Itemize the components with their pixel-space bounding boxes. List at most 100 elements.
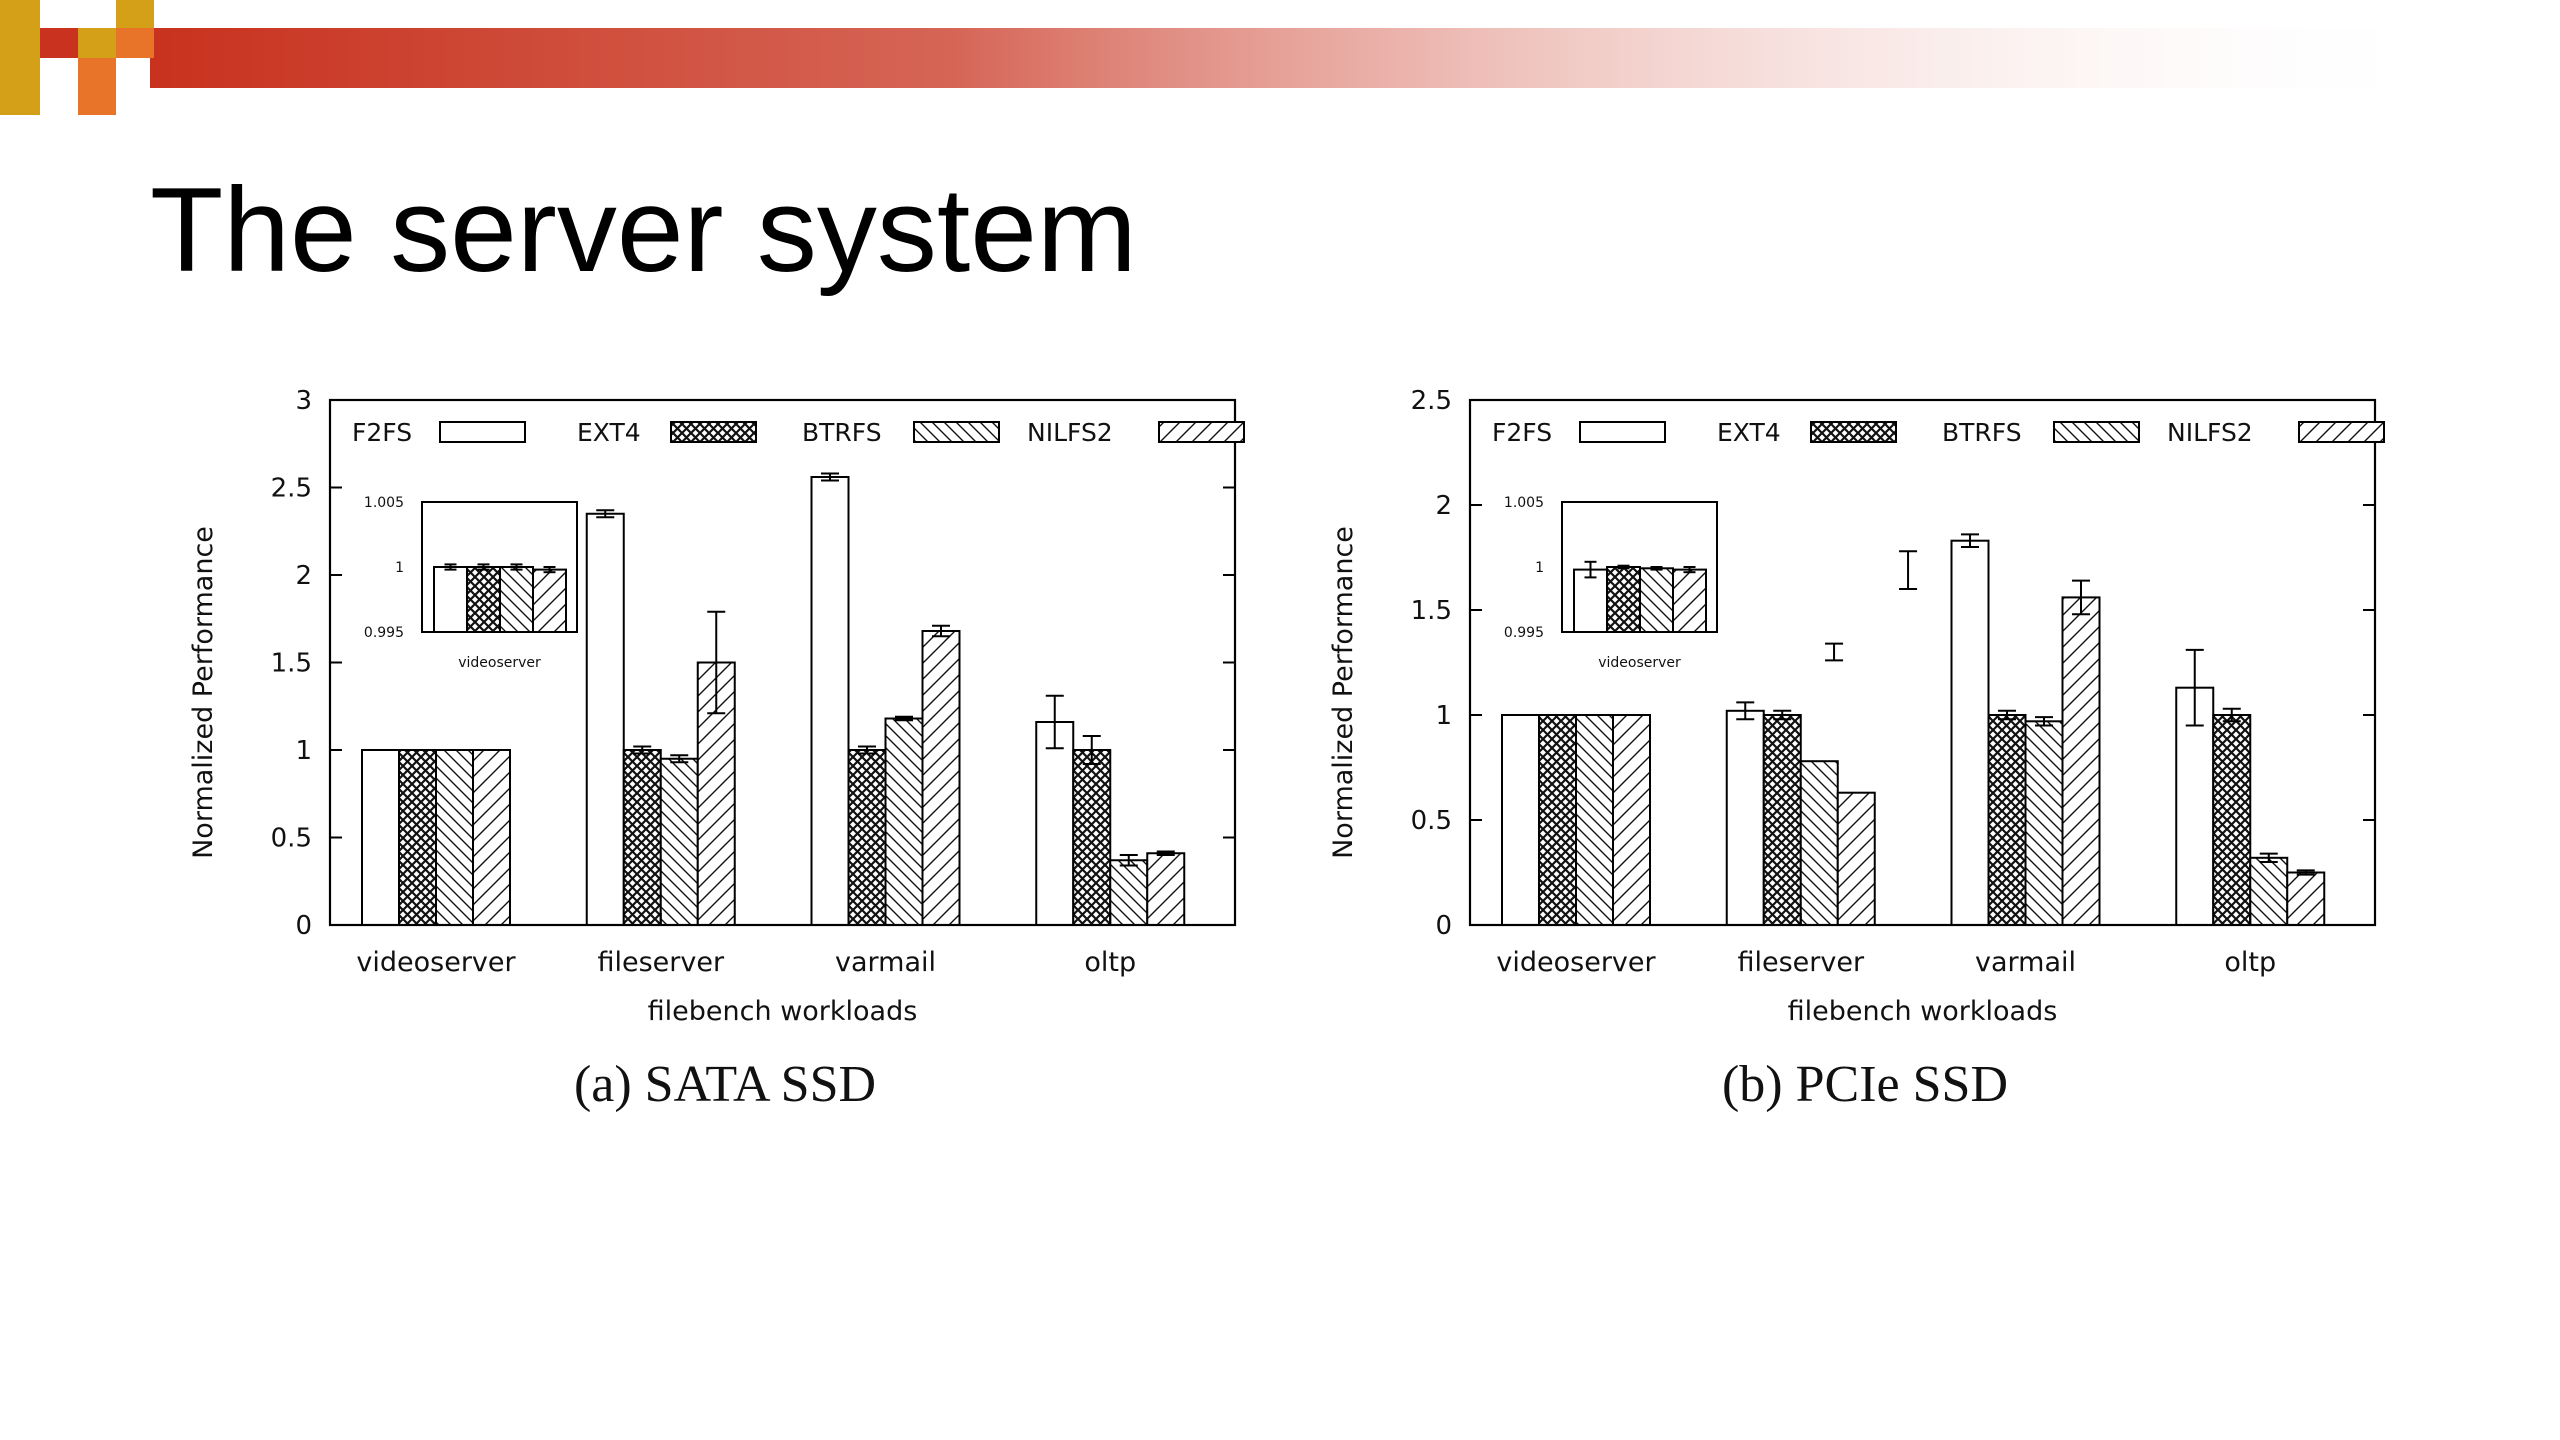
chart-panel-pcie: 0 0.5 1 1.5 2 2.5 Normalized Performance videos… — [1300, 370, 2430, 1140]
bar-ext4 — [1762, 714, 1802, 926]
inset-tick-label: 0.995 — [364, 625, 404, 641]
inset-bar — [1639, 567, 1674, 634]
bar-f2fs — [2175, 686, 2215, 927]
bar-nilfs2 — [1836, 791, 1876, 927]
bar-ext4 — [1987, 714, 2027, 926]
checker-square — [116, 28, 154, 58]
inset-bar — [499, 566, 534, 633]
slide-title: The server system — [150, 163, 1137, 297]
y-tick-label: 0.5 — [1411, 806, 1452, 836]
chart-pcie-ssd: 0 0.5 1 1.5 2 2.5 Normalized Performance videos… — [1328, 386, 2385, 1027]
bar-nilfs2 — [2286, 871, 2326, 926]
bar-nilfs2 — [2061, 596, 2101, 926]
legend-label: F2FS — [1492, 418, 1552, 447]
bar-f2fs — [585, 512, 625, 926]
inset-tick-label: 1.005 — [1504, 495, 1544, 511]
plot-frame — [1468, 398, 2377, 927]
bar-f2fs — [1501, 714, 1540, 926]
bar-nilfs2 — [921, 630, 961, 926]
bar-f2fs — [810, 476, 850, 926]
legend-label: F2FS — [352, 418, 412, 447]
legend-swatch — [2053, 421, 2140, 443]
inset-bar — [433, 566, 468, 633]
y-tick-label: 0 — [295, 911, 312, 941]
legend-label: EXT4 — [1717, 418, 1781, 447]
bar-f2fs — [1950, 539, 1990, 926]
inset-x-label: videoserver — [1598, 655, 1681, 671]
x-tick-label: oltp — [1084, 947, 1136, 978]
y-tick-label: 1.5 — [1411, 596, 1452, 626]
legend-swatch — [1810, 421, 1897, 443]
bar-nilfs2 — [472, 749, 511, 926]
x-axis-label: filebench workloads — [1788, 996, 2058, 1027]
bar-btrfs — [884, 717, 924, 926]
bar-ext4 — [2212, 714, 2252, 926]
bar-f2fs — [361, 749, 400, 926]
chart-sata-ssd: 0 0.5 1 1.5 2 2.5 3 Normalized Performance video… — [188, 386, 1245, 1027]
y-tick-label: 0.5 — [271, 824, 312, 854]
legend-label: EXT4 — [577, 418, 641, 447]
x-tick-label: fileserver — [597, 947, 724, 978]
inset-tick-label: 1 — [1535, 560, 1544, 576]
inset-bar — [1606, 566, 1641, 633]
checker-square — [78, 88, 116, 115]
bar-btrfs — [659, 757, 699, 926]
bar-btrfs — [1575, 714, 1614, 926]
checker-square — [78, 28, 116, 58]
x-tick-label: varmail — [835, 947, 936, 978]
plot-frame — [328, 398, 1237, 927]
chart-panel-sata: 0 0.5 1 1.5 2 2.5 3 Normalized Performance video… — [160, 370, 1290, 1140]
checker-square — [0, 0, 40, 115]
x-tick-label: fileserver — [1737, 947, 1864, 978]
y-axis-label: Normalized Performance — [188, 526, 219, 859]
inset-bar — [1672, 568, 1707, 634]
bar-btrfs — [1799, 760, 1839, 927]
y-axis-label: Normalized Performance — [1328, 526, 1359, 859]
checker-square — [78, 58, 116, 88]
inset-x-label: videoserver — [458, 655, 541, 671]
bar-nilfs2 — [1146, 852, 1186, 926]
inset-tick-label: 1 — [395, 560, 404, 576]
inset-tick-label: 1.005 — [364, 495, 404, 511]
legend-label: NILFS2 — [1027, 418, 1113, 447]
bar-ext4 — [1538, 714, 1577, 926]
chart-caption: (a) SATA SSD — [573, 1056, 877, 1113]
y-tick-label: 1 — [295, 736, 312, 766]
y-tick-label: 1.5 — [271, 649, 312, 679]
bar-nilfs2 — [1612, 714, 1651, 926]
header-banner — [0, 0, 2450, 115]
chart-caption: (b) PCIe SSD — [1721, 1056, 2009, 1113]
bar-f2fs — [1035, 721, 1075, 926]
x-tick-label: oltp — [2224, 947, 2276, 978]
legend-swatch — [1158, 421, 1245, 443]
legend-swatch — [439, 421, 526, 443]
banner-stripe — [150, 28, 2450, 88]
bar-ext4 — [622, 749, 662, 926]
bar-btrfs — [2249, 856, 2289, 926]
legend-swatch — [913, 421, 1000, 443]
inset-bar — [1573, 568, 1608, 634]
checker-square — [116, 0, 154, 28]
y-tick-label: 2 — [1435, 491, 1452, 521]
legend-swatch — [2298, 421, 2385, 443]
bar-ext4 — [1072, 749, 1112, 926]
bar-f2fs — [1725, 709, 1765, 926]
checker-square — [40, 28, 78, 58]
bar-ext4 — [847, 749, 887, 926]
x-tick-label: videoserver — [1496, 947, 1656, 978]
y-tick-label: 2.5 — [271, 474, 312, 504]
y-tick-label: 2 — [295, 561, 312, 591]
legend-label: NILFS2 — [2167, 418, 2253, 447]
legend-swatch — [670, 421, 757, 443]
legend-label: BTRFS — [802, 418, 882, 447]
inset-bar — [466, 566, 501, 633]
legend-swatch — [1579, 421, 1666, 443]
bar-btrfs — [435, 749, 474, 926]
y-tick-label: 1 — [1435, 701, 1452, 731]
inset-bar — [532, 568, 567, 634]
y-tick-label: 2.5 — [1411, 386, 1452, 416]
y-tick-label: 0 — [1435, 911, 1452, 941]
bar-btrfs — [2024, 720, 2064, 926]
bar-btrfs — [1109, 859, 1149, 926]
y-tick-label: 3 — [295, 386, 312, 416]
